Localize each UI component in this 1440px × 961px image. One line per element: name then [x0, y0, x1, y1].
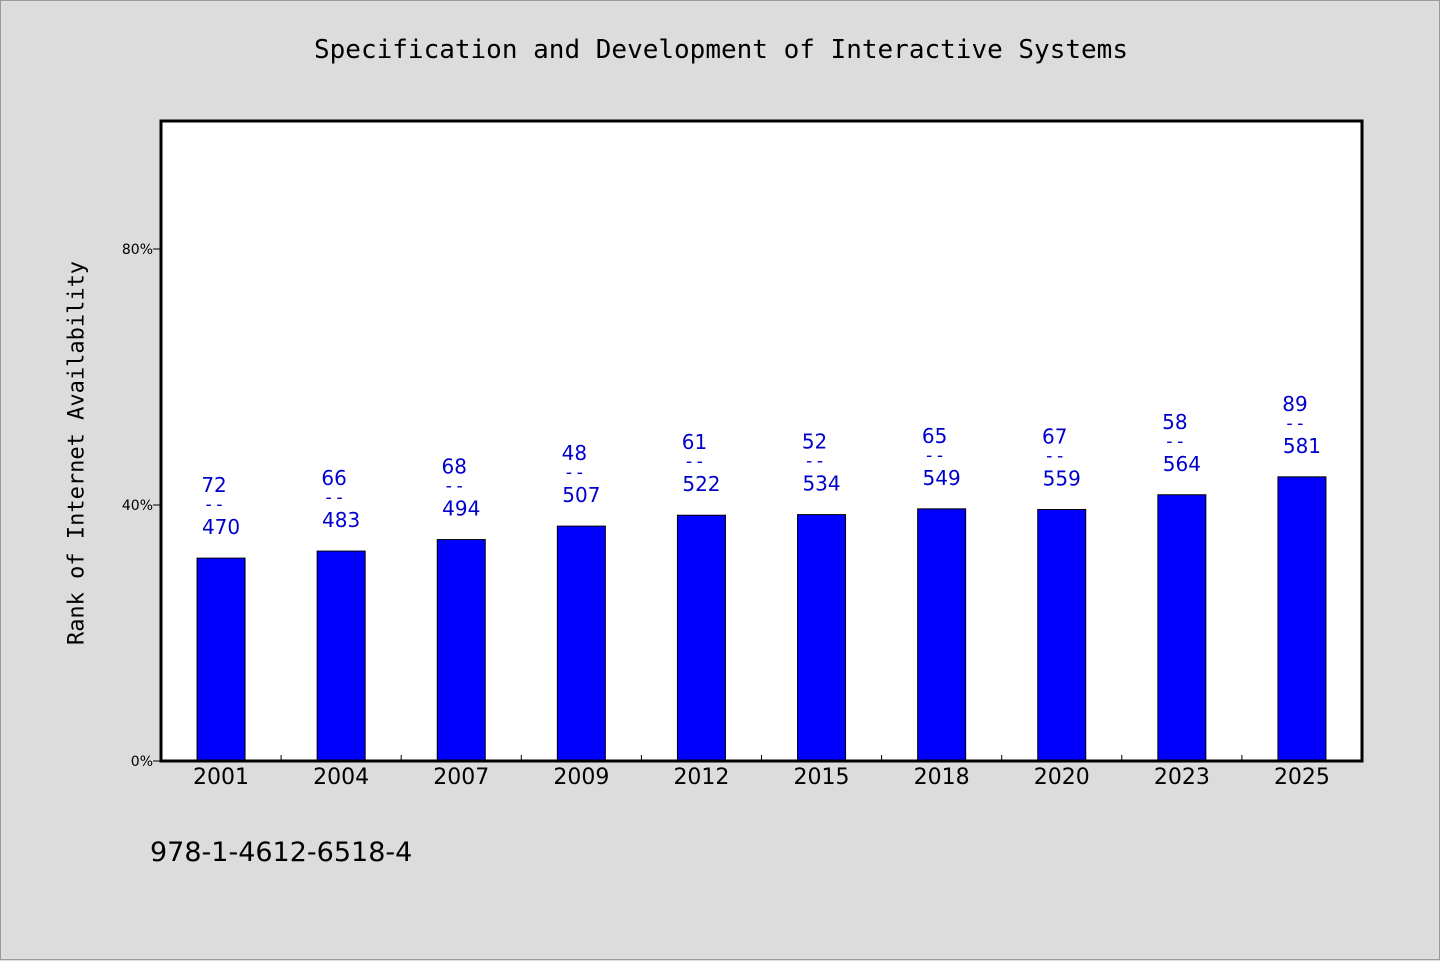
axes-group: 2001 2004 2007 2009 2012 2015 2018 2020 2023 2025…	[122, 242, 1330, 790]
x-tick-label: 2025	[1274, 765, 1330, 790]
data-label-top: 61	[682, 430, 707, 454]
data-label-separator: --	[1284, 413, 1306, 434]
data-label-top: 52	[802, 430, 827, 454]
data-label-separator: --	[924, 445, 946, 466]
data-label-separator: --	[684, 451, 706, 472]
y-tick-label: 0%	[131, 754, 153, 770]
bars-group	[196, 476, 1327, 762]
data-label-top: 89	[1282, 392, 1307, 416]
data-label-top: 68	[442, 455, 467, 479]
data-label-separator: --	[323, 487, 345, 508]
bar	[676, 514, 726, 762]
data-label-top: 65	[922, 424, 947, 448]
x-tick-label: 2018	[914, 765, 970, 790]
data-label-top: 72	[201, 473, 226, 497]
bar	[196, 557, 246, 762]
data-label-bottom: 559	[1043, 466, 1081, 490]
x-tick-label: 2004	[313, 765, 369, 790]
data-label-separator: --	[203, 494, 225, 515]
bar	[1277, 476, 1327, 762]
data-label-separator: --	[1164, 431, 1186, 452]
bar	[556, 525, 606, 762]
plot-border	[159, 119, 1364, 763]
y-tick-label: 80%	[122, 242, 153, 258]
data-label-bottom: 483	[322, 508, 360, 532]
data-label-bottom: 564	[1163, 452, 1201, 476]
x-tick-label: 2020	[1034, 765, 1090, 790]
bar	[1037, 508, 1087, 762]
x-tick-label: 2012	[673, 765, 729, 790]
x-tick-label: 2009	[553, 765, 609, 790]
bar	[436, 539, 486, 762]
x-tick-label: 2015	[794, 765, 850, 790]
data-label-bottom: 494	[442, 497, 480, 521]
data-label-bottom: 507	[562, 483, 600, 507]
data-label-top: 58	[1162, 410, 1187, 434]
x-tick-label: 2023	[1154, 765, 1210, 790]
data-label-bottom: 581	[1283, 434, 1321, 458]
data-label-separator: --	[443, 476, 465, 497]
data-label-bottom: 522	[682, 472, 720, 496]
bar	[917, 508, 967, 762]
bar	[1157, 494, 1207, 762]
data-label-top: 67	[1042, 424, 1067, 448]
bar	[316, 550, 366, 762]
data-labels-group: 72--47066--48368--49448--50761--52252--5…	[201, 392, 1321, 539]
chart-title: Specification and Development of Interac…	[314, 35, 1128, 65]
isbn-label: 978-1-4612-6518-4	[150, 837, 413, 868]
data-label-separator: --	[1044, 445, 1066, 466]
data-label-separator: --	[564, 462, 586, 483]
data-label-top: 66	[321, 466, 346, 490]
data-label-bottom: 549	[923, 466, 961, 490]
data-label-top: 48	[562, 441, 587, 465]
x-tick-label: 2001	[193, 765, 249, 790]
y-tick-label: 40%	[122, 498, 153, 514]
data-label-bottom: 534	[802, 472, 840, 496]
data-label-separator: --	[804, 451, 826, 472]
x-tick-label: 2007	[433, 765, 489, 790]
bar	[797, 514, 847, 762]
data-label-bottom: 470	[202, 515, 240, 539]
